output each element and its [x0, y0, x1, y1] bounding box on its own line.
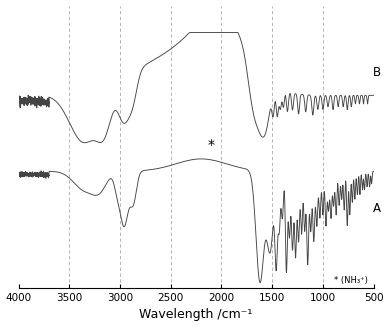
X-axis label: Wavelength /cm⁻¹: Wavelength /cm⁻¹ — [139, 308, 253, 321]
Text: A: A — [373, 202, 380, 215]
Text: B: B — [373, 66, 381, 79]
Text: * (NH₃⁺): * (NH₃⁺) — [334, 276, 368, 285]
Text: *: * — [208, 138, 215, 152]
